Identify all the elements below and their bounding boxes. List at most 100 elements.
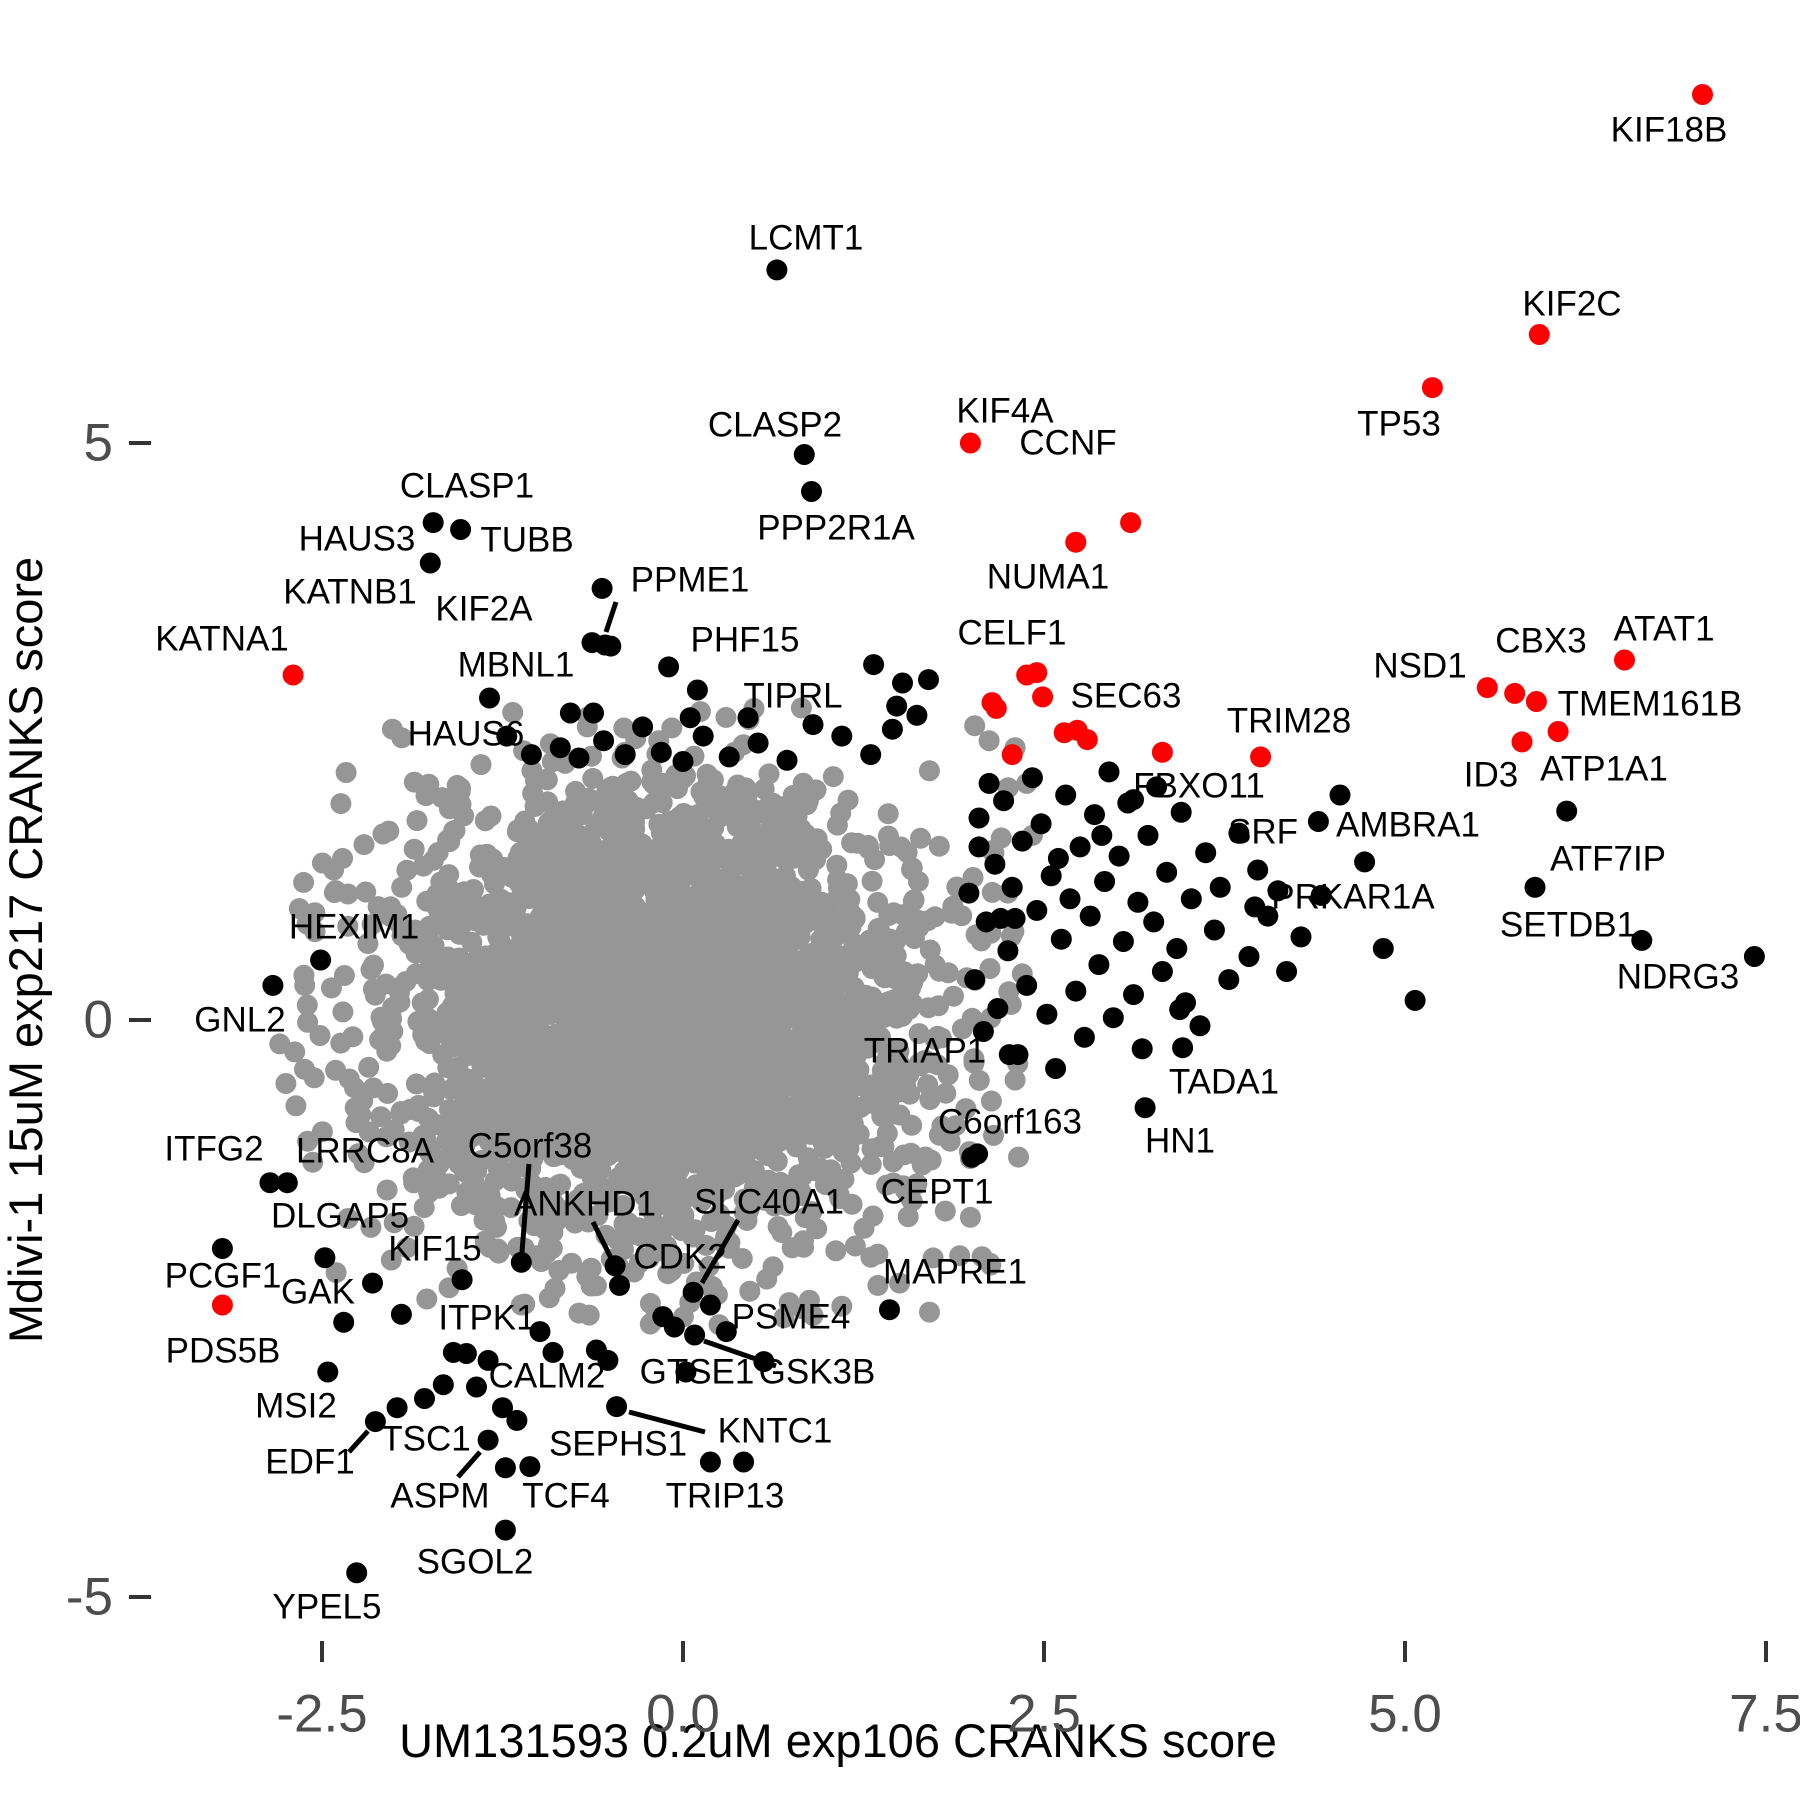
- cloud-point: [655, 1079, 677, 1100]
- black-point: [1131, 1038, 1153, 1060]
- cloud-point: [897, 1206, 919, 1228]
- black-point: [568, 747, 590, 769]
- cloud-point: [284, 1041, 306, 1063]
- gene-point-KNTC1: [733, 1451, 755, 1473]
- black-point: [466, 1376, 487, 1398]
- black-point: [1218, 969, 1240, 991]
- cloud-point: [863, 994, 885, 1016]
- black-point: [1091, 824, 1113, 846]
- cloud-point: [691, 872, 712, 894]
- gene-point-ATAT1: [1614, 649, 1635, 671]
- black-point: [972, 1021, 994, 1042]
- cloud-point: [537, 812, 559, 834]
- gene-point-ATF7IP: [1524, 876, 1546, 898]
- cloud-point: [720, 1119, 742, 1141]
- red-point: [1076, 729, 1098, 751]
- cloud-point: [811, 838, 833, 860]
- cloud-point: [693, 895, 715, 917]
- cloud-point: [779, 1191, 801, 1213]
- cloud-point: [620, 770, 642, 792]
- black-point: [1102, 1007, 1124, 1029]
- cloud-point: [668, 1159, 690, 1181]
- cloud-point: [427, 1114, 449, 1136]
- gene-label-CEPT1: CEPT1: [881, 1173, 994, 1212]
- gene-point-HAUS3: [419, 552, 441, 574]
- black-point: [964, 969, 986, 991]
- cloud-point: [488, 910, 510, 932]
- cloud-point: [376, 1179, 398, 1201]
- black-point: [650, 741, 672, 763]
- cloud-point: [403, 1215, 425, 1237]
- gene-label-SEPHS1: SEPHS1: [549, 1425, 687, 1464]
- black-point: [968, 836, 990, 858]
- cloud-point: [692, 1031, 714, 1053]
- cloud-point: [465, 1100, 487, 1122]
- gene-point-CLASP1: [422, 512, 444, 534]
- gene-label-PDS5B: PDS5B: [166, 1332, 281, 1371]
- cloud-point: [829, 1130, 851, 1152]
- cloud-point: [748, 1169, 769, 1191]
- gene-point-C5orf38: [510, 1251, 532, 1273]
- cloud-point: [504, 908, 525, 930]
- gene-label-CELF1: CELF1: [958, 614, 1067, 653]
- black-point: [1036, 1003, 1058, 1025]
- cloud-point: [454, 1135, 475, 1157]
- cloud-point: [822, 766, 844, 788]
- cloud-point: [582, 767, 604, 789]
- cloud-point: [928, 835, 950, 857]
- cloud-point: [360, 1216, 382, 1238]
- gray-point: [1004, 1069, 1026, 1091]
- gene-label-TMEM161B: TMEM161B: [1558, 685, 1743, 724]
- gene-point-HEXIM1: [310, 949, 332, 971]
- cloud-point: [924, 1028, 946, 1050]
- cloud-point: [731, 848, 753, 870]
- gene-label-SGOL2: SGOL2: [417, 1543, 534, 1582]
- cloud-point: [760, 1137, 781, 1159]
- cloud-point: [418, 1008, 440, 1030]
- cloud-point: [357, 933, 379, 955]
- black-point: [542, 1341, 564, 1363]
- cloud-point: [507, 847, 529, 869]
- gene-label-PPP2R1A: PPP2R1A: [757, 509, 915, 548]
- cloud-point: [451, 996, 473, 1018]
- cloud-point: [576, 1035, 598, 1057]
- black-point: [1016, 974, 1038, 996]
- gene-label-ITFG2: ITFG2: [164, 1130, 263, 1169]
- cloud-point: [655, 1192, 677, 1214]
- black-point: [1011, 830, 1033, 852]
- gene-labels: KIF18B LCMT1 KIF2C TP53 KIF4A CLASP2 PPP2R1A CC…: [155, 111, 1742, 1627]
- cloud-point: [556, 1063, 578, 1085]
- cloud-point: [663, 851, 685, 873]
- cloud-point: [604, 832, 626, 854]
- black-point: [1040, 865, 1062, 887]
- cloud-point: [629, 1225, 651, 1247]
- cloud-point: [632, 1106, 654, 1128]
- cloud-point: [398, 1131, 420, 1153]
- gray-point: [337, 1208, 359, 1229]
- cloud-point: [417, 988, 439, 1010]
- gene-point-TP53: [1421, 377, 1443, 399]
- black-point: [978, 772, 1000, 794]
- cloud-point: [739, 1280, 761, 1302]
- gene-label-KIF15: KIF15: [388, 1230, 481, 1269]
- black-point: [672, 751, 694, 772]
- cloud-point: [949, 1245, 971, 1267]
- cloud-point: [303, 1067, 325, 1089]
- cloud-point: [864, 1084, 886, 1106]
- cloud-point: [584, 1087, 606, 1109]
- gene-point-MBNL1: [479, 687, 500, 709]
- cloud-point: [821, 907, 843, 929]
- cloud-point: [900, 1142, 922, 1164]
- black-point: [1156, 861, 1178, 883]
- cloud-point: [434, 902, 456, 924]
- cloud-point: [732, 998, 754, 1020]
- black-point: [863, 654, 885, 676]
- gray-point: [802, 1304, 824, 1326]
- cloud-point: [858, 838, 880, 860]
- black-point: [1059, 888, 1081, 910]
- cloud-point: [510, 1121, 531, 1143]
- cloud-point: [541, 1237, 563, 1259]
- gene-label-PPME1: PPME1: [631, 561, 750, 600]
- gene-point-ITFG2: [259, 1172, 281, 1194]
